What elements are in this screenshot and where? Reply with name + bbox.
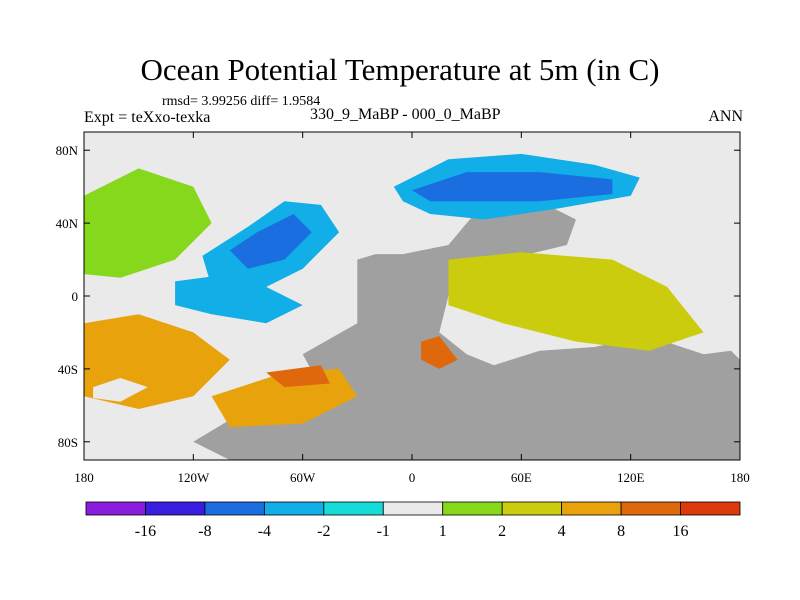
colorbar-label: 1 — [439, 523, 447, 540]
colorbar-box — [204, 501, 265, 516]
colorbar-box — [263, 501, 325, 516]
x-tick-label: 60W — [290, 470, 316, 485]
colorbar-box — [323, 501, 384, 516]
colorbar-label: 2 — [498, 523, 506, 540]
region-north-pacific-core — [229, 214, 312, 269]
case-label: 330_9_MaBP - 000_0_MaBP — [310, 106, 501, 123]
region-tropical-pacific-cold — [175, 274, 303, 324]
y-tick-label: 80N — [56, 143, 79, 158]
x-tick-label: 180 — [730, 470, 750, 485]
x-tick-label: 0 — [409, 470, 416, 485]
colorbar-label: -8 — [198, 523, 211, 540]
y-tick-label: 80S — [58, 435, 78, 450]
axes: 180 120W 60W 0 60E 120E 180 80N 40N 0 40S 80S — [56, 132, 750, 485]
y-tick-label: 0 — [72, 289, 79, 304]
colorbar-box — [501, 501, 563, 516]
colorbar-label: -1 — [377, 523, 390, 540]
map-regions — [84, 153, 740, 460]
x-tick-label: 120E — [617, 470, 645, 485]
x-tick-label: 180 — [74, 470, 94, 485]
region-southeast-hot-spot — [266, 365, 330, 388]
region-west-pacific-green — [84, 168, 212, 278]
region-indian-ocean-warm — [448, 252, 704, 351]
colorbar-box — [680, 501, 741, 516]
colorbar-box — [85, 501, 146, 516]
colorbar: -16 -8 -4 -2 -1 1 2 4 8 16 — [85, 501, 741, 540]
colorbar-label: 16 — [673, 523, 689, 540]
colorbar-label: 4 — [558, 523, 566, 540]
chart-title: Ocean Potential Temperature at 5m (in C) — [140, 52, 660, 87]
rmsd-diff-stats: rmsd= 3.99256 diff= 1.9584 — [162, 94, 321, 109]
season-label: ANN — [708, 108, 743, 125]
colorbar-label: 8 — [617, 523, 625, 540]
colorbar-box — [442, 501, 503, 516]
x-tick-label: 60E — [511, 470, 532, 485]
experiment-label: Expt = teXxo-texka — [84, 109, 211, 126]
colorbar-box — [382, 501, 444, 516]
colorbar-label: -2 — [317, 523, 330, 540]
y-tick-label: 40S — [58, 362, 78, 377]
region-indian-ocean-hot-strip — [421, 336, 458, 369]
colorbar-box — [561, 501, 622, 516]
region-north-atlantic-core — [412, 172, 613, 202]
colorbar-box — [620, 501, 681, 516]
region-south-pacific-cool-spot — [93, 378, 148, 402]
y-tick-label: 40N — [56, 216, 79, 231]
colorbar-box — [145, 501, 206, 516]
colorbar-label: -4 — [258, 523, 271, 540]
colorbar-label: -16 — [135, 523, 156, 540]
x-tick-label: 120W — [177, 470, 210, 485]
